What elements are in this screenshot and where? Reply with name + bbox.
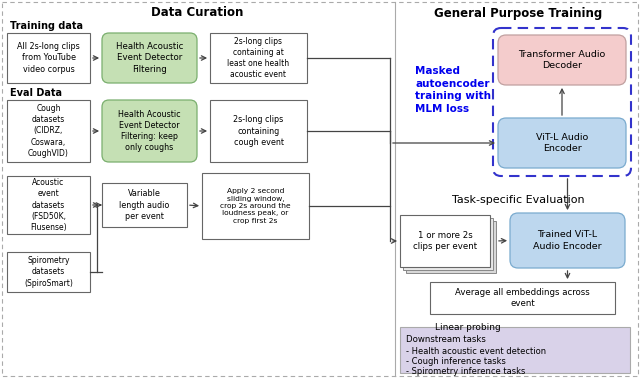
Text: 2s-long clips
containing at
least one health
acoustic event: 2s-long clips containing at least one he… xyxy=(227,37,289,79)
Text: ViT-L Audio
Encoder: ViT-L Audio Encoder xyxy=(536,133,588,153)
Text: Spirometry
datasets
(SpiroSmart): Spirometry datasets (SpiroSmart) xyxy=(24,256,73,288)
Text: Data Curation: Data Curation xyxy=(151,6,243,20)
FancyBboxPatch shape xyxy=(102,100,197,162)
Text: - Cough inference tasks: - Cough inference tasks xyxy=(406,357,506,366)
Text: Acoustic
event
datasets
(FSD50K,
Flusense): Acoustic event datasets (FSD50K, Flusens… xyxy=(30,178,67,232)
Bar xyxy=(430,282,615,314)
Bar xyxy=(102,183,187,227)
Bar xyxy=(403,218,493,270)
Bar xyxy=(7,33,90,83)
Text: Masked
autoencoder
training with
MLM loss: Masked autoencoder training with MLM los… xyxy=(415,67,491,114)
Text: All 2s-long clips
from YouTube
video corpus: All 2s-long clips from YouTube video cor… xyxy=(17,42,80,74)
Bar xyxy=(7,176,90,234)
Bar xyxy=(400,327,630,373)
Text: General Purpose Training: General Purpose Training xyxy=(434,6,602,20)
Bar xyxy=(406,221,496,273)
Bar xyxy=(7,252,90,292)
FancyBboxPatch shape xyxy=(510,213,625,268)
Text: Variable
length audio
per event: Variable length audio per event xyxy=(119,189,170,221)
Text: Apply 2 second
sliding window,
crop 2s around the
loudness peak, or
crop first 2: Apply 2 second sliding window, crop 2s a… xyxy=(220,188,291,224)
Bar xyxy=(202,173,309,239)
Text: Health Acoustic
Event Detector
Filtering: keep
only coughs: Health Acoustic Event Detector Filtering… xyxy=(118,110,181,152)
Text: Eval Data: Eval Data xyxy=(10,88,62,98)
Text: Cough
datasets
(CIDRZ,
Coswara,
CoughVID): Cough datasets (CIDRZ, Coswara, CoughVID… xyxy=(28,104,69,158)
Text: Downstream tasks: Downstream tasks xyxy=(406,335,486,344)
Text: Task-specific Evaluation: Task-specific Evaluation xyxy=(452,195,584,205)
Bar xyxy=(400,215,490,267)
Bar xyxy=(7,100,90,162)
Text: Health Acoustic
Event Detector
Filtering: Health Acoustic Event Detector Filtering xyxy=(116,42,183,74)
Text: Training data: Training data xyxy=(10,21,83,31)
Text: Trained ViT-L
Audio Encoder: Trained ViT-L Audio Encoder xyxy=(533,231,602,251)
FancyBboxPatch shape xyxy=(498,118,626,168)
FancyBboxPatch shape xyxy=(498,35,626,85)
Text: - Health acoustic event detection: - Health acoustic event detection xyxy=(406,347,546,356)
Text: Transformer Audio
Decoder: Transformer Audio Decoder xyxy=(518,50,605,70)
Text: Linear probing: Linear probing xyxy=(435,322,500,332)
Text: 1 or more 2s
clips per event: 1 or more 2s clips per event xyxy=(413,231,477,251)
Text: - Spirometry inference tasks: - Spirometry inference tasks xyxy=(406,367,525,376)
Text: 2s-long clips
containing
cough event: 2s-long clips containing cough event xyxy=(234,115,284,147)
Bar xyxy=(210,33,307,83)
FancyBboxPatch shape xyxy=(102,33,197,83)
Text: Average all embeddings across
event: Average all embeddings across event xyxy=(455,288,590,308)
Bar xyxy=(210,100,307,162)
